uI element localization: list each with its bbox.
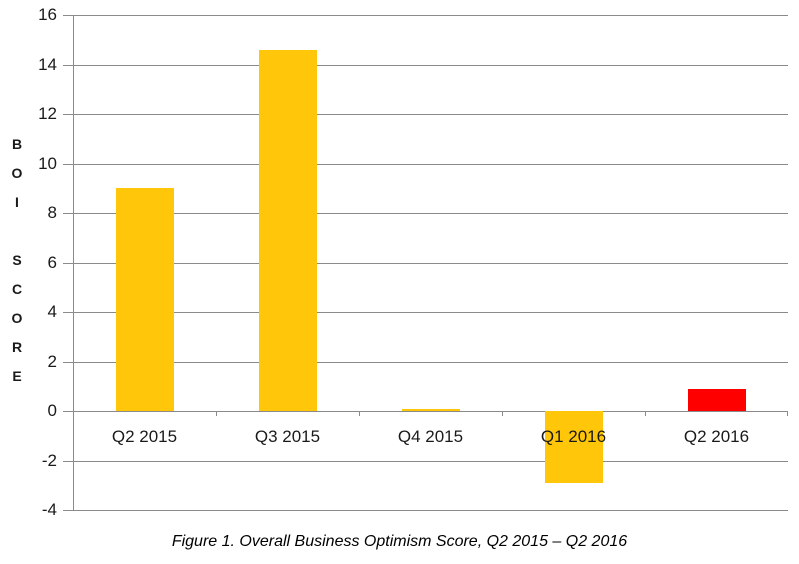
y-tick-label: 4 <box>47 302 57 321</box>
plot-area: Q2 2015 Q3 2015 Q4 2015 Q1 2016 Q2 2016 <box>63 15 788 511</box>
bar-q4-2015 <box>401 408 460 411</box>
gridline <box>73 15 788 16</box>
y-tick-mark <box>63 262 73 264</box>
y-axis-title-char: O <box>11 310 23 326</box>
y-axis-title-char: O <box>11 165 23 181</box>
y-tick-mark <box>63 64 73 66</box>
x-tick-mark <box>216 411 217 416</box>
x-tick-mark <box>645 411 646 416</box>
y-tick-mark <box>63 411 73 412</box>
figure-caption: Figure 1. Overall Business Optimism Scor… <box>171 533 628 550</box>
y-axis-title-char: E <box>12 368 22 384</box>
y-tick-mark <box>63 510 73 511</box>
x-tick-mark <box>73 411 74 416</box>
x-tick-label: Q2 2015 <box>111 427 178 446</box>
x-tick-label: Q2 2016 <box>683 427 750 446</box>
y-axis-title-char: R <box>11 339 23 355</box>
y-tick-mark <box>63 361 73 363</box>
x-tick-label: Q4 2015 <box>397 427 464 446</box>
gridline <box>73 510 788 511</box>
bar-q2-2015 <box>115 188 174 411</box>
x-tick-label: Q3 2015 <box>254 427 321 446</box>
gridline <box>73 411 788 412</box>
y-tick-label: -4 <box>41 500 57 519</box>
y-tick-label: -2 <box>41 450 57 470</box>
y-axis-title-char: C <box>11 281 23 297</box>
gridline <box>73 312 788 313</box>
gridline <box>73 361 788 363</box>
y-axis-title-char: S <box>12 252 22 268</box>
y-tick-label: 16 <box>38 5 57 24</box>
y-tick-mark <box>63 312 73 313</box>
y-axis-tick-labels: 16 14 12 10 8 6 4 2 0 -2 -4 <box>0 5 57 519</box>
x-tick-mark <box>502 411 503 416</box>
gridline <box>73 460 788 462</box>
y-tick-label: 0 <box>47 401 57 420</box>
bar-q2-2016 <box>687 388 746 411</box>
y-tick-label: 8 <box>47 203 57 222</box>
y-tick-label: 2 <box>47 351 57 371</box>
bar-q1-2016 <box>544 411 603 483</box>
bar-q3-2015 <box>258 49 317 411</box>
x-tick-mark <box>787 411 788 416</box>
gridline <box>73 262 788 264</box>
y-tick-mark <box>63 163 73 165</box>
gridline <box>73 163 788 165</box>
gridline <box>73 213 788 214</box>
gridline <box>73 64 788 66</box>
y-axis-line <box>73 15 74 510</box>
y-tick-mark <box>63 15 73 16</box>
x-tick-label: Q1 2016 <box>540 427 607 446</box>
y-tick-label: 6 <box>47 252 57 272</box>
y-tick-label: 10 <box>38 153 57 173</box>
y-tick-mark <box>63 114 73 115</box>
y-tick-label: 12 <box>38 104 57 123</box>
y-axis-title-char: I <box>15 194 19 210</box>
y-tick-mark <box>63 213 73 214</box>
y-tick-mark <box>63 460 73 462</box>
y-axis-title-char: B <box>11 136 23 152</box>
y-tick-label: 14 <box>38 54 57 74</box>
gridline <box>73 114 788 115</box>
x-tick-mark <box>359 411 360 416</box>
